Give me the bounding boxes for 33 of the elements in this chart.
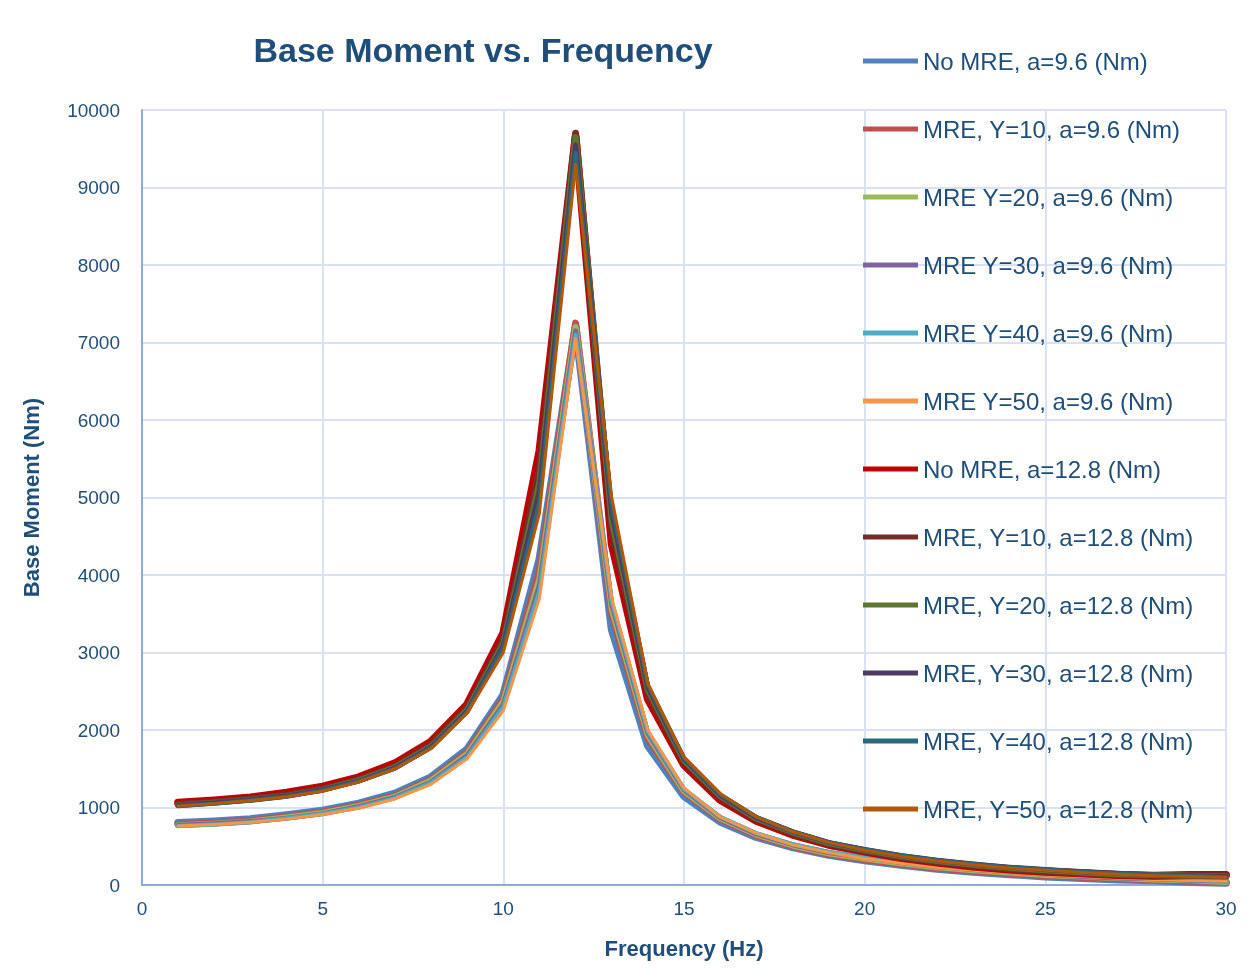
x-tick-label: 0 — [136, 898, 148, 919]
y-axis-title: Base Moment (Nm) — [18, 397, 44, 598]
legend-label: MRE, Y=10, a=12.8 (Nm) — [923, 523, 1194, 551]
x-tick-label: 5 — [317, 898, 328, 919]
y-tick-label: 5000 — [77, 487, 120, 508]
y-tick-label: 0 — [109, 874, 120, 896]
x-tick-label: 25 — [1034, 898, 1056, 919]
x-axis-title: Frequency (Hz) — [604, 935, 764, 961]
legend-label: MRE, Y=40, a=12.8 (Nm) — [923, 727, 1194, 755]
legend-label: MRE, Y=10, a=9.6 (Nm) — [923, 115, 1180, 143]
legend-label: No MRE, a=12.8 (Nm) — [923, 455, 1162, 483]
y-tick-label: 4000 — [77, 564, 120, 586]
y-tick-label: 3000 — [77, 642, 120, 663]
legend-label: MRE Y=40, a=9.6 (Nm) — [923, 319, 1174, 347]
y-tick-label: 10000 — [67, 99, 120, 121]
x-tick-label: 15 — [673, 898, 695, 919]
legend-label: MRE, Y=50, a=12.8 (Nm) — [923, 795, 1194, 823]
y-tick-label: 1000 — [77, 797, 120, 818]
y-tick-label: 9000 — [77, 177, 120, 198]
x-tick-label: 30 — [1215, 898, 1237, 919]
y-tick-label: 6000 — [77, 409, 120, 431]
y-tick-label: 8000 — [77, 254, 120, 276]
legend-label: MRE Y=20, a=9.6 (Nm) — [923, 183, 1174, 211]
legend-label: MRE Y=30, a=9.6 (Nm) — [923, 251, 1174, 279]
y-tick-label: 7000 — [77, 332, 120, 353]
legend-label: MRE, Y=20, a=12.8 (Nm) — [923, 591, 1194, 619]
legend-label: No MRE, a=9.6 (Nm) — [923, 47, 1148, 75]
y-tick-label: 2000 — [77, 719, 120, 741]
x-tick-label: 10 — [492, 898, 514, 919]
x-tick-label: 20 — [854, 898, 876, 919]
legend-label: MRE Y=50, a=9.6 (Nm) — [923, 387, 1174, 415]
legend-label: MRE, Y=30, a=12.8 (Nm) — [923, 659, 1194, 687]
chart-title: Base Moment vs. Frequency — [253, 31, 713, 69]
